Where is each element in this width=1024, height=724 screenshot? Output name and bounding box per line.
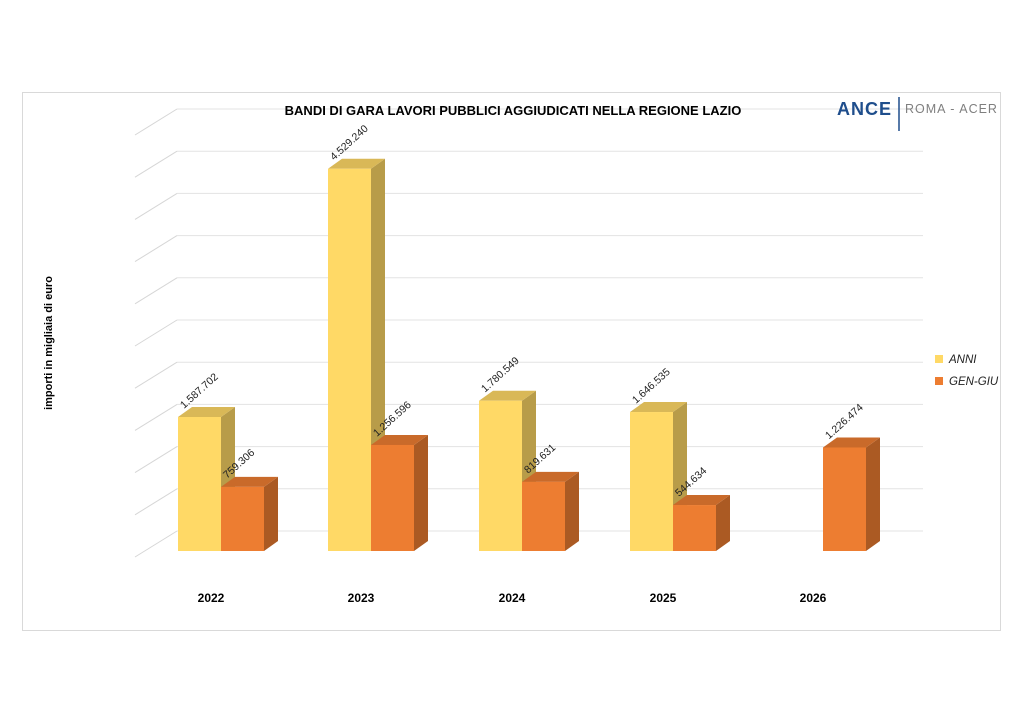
y-axis-label: importi in migliaia di euro bbox=[43, 276, 55, 410]
bar-top bbox=[673, 495, 730, 506]
gridlines bbox=[134, 108, 923, 558]
bar-side bbox=[414, 434, 428, 551]
legend: ANNI GEN-GIU bbox=[935, 354, 999, 388]
category-label-2025: 2025 bbox=[650, 591, 677, 605]
bar-front bbox=[221, 486, 264, 551]
bar-front bbox=[371, 444, 414, 551]
bar-front bbox=[630, 412, 673, 551]
gridline-depth bbox=[134, 150, 178, 178]
logo-roma-acer: ROMA - ACER bbox=[905, 102, 998, 116]
bar-top bbox=[221, 476, 278, 487]
bar-front bbox=[522, 481, 565, 551]
chart-frame: 1.587.702 759.306 4.529.240 1.256.596 1.780.… bbox=[22, 92, 1001, 631]
gridline-depth bbox=[134, 319, 178, 347]
category-label-2023: 2023 bbox=[348, 591, 375, 605]
bar-gen-giu-2024 bbox=[522, 471, 579, 551]
bar-gen-giu-2023 bbox=[371, 434, 428, 551]
bar-side bbox=[565, 471, 579, 551]
gridline-depth bbox=[134, 277, 178, 305]
bar-top bbox=[479, 390, 536, 401]
bar-side bbox=[264, 476, 278, 551]
bar-top bbox=[178, 406, 235, 417]
gridline-depth bbox=[134, 108, 178, 136]
data-label: 1.587.702 bbox=[178, 371, 221, 411]
gridline-depth bbox=[134, 403, 178, 431]
category-label-2024: 2024 bbox=[499, 591, 526, 605]
gridline-depth bbox=[134, 361, 178, 389]
gridline-depth bbox=[134, 446, 178, 474]
legend-label-anni: ANNI bbox=[948, 354, 977, 366]
bar-front bbox=[673, 505, 716, 551]
legend-swatch-anni bbox=[935, 355, 943, 363]
bar-side bbox=[716, 495, 730, 551]
logo: ANCE ROMA - ACER bbox=[837, 97, 998, 131]
category-labels: 2022 2023 2024 2025 2026 bbox=[198, 591, 827, 605]
gridline-depth bbox=[134, 235, 178, 263]
bar-side bbox=[866, 437, 880, 551]
data-label: 4.529.240 bbox=[328, 123, 371, 163]
bar-top bbox=[630, 402, 687, 413]
chart-title: BANDI DI GARA LAVORI PUBBLICI AGGIUDICAT… bbox=[285, 103, 742, 118]
bar-top bbox=[371, 434, 428, 445]
gridline-depth bbox=[134, 530, 178, 558]
bar-gen-giu-2022 bbox=[221, 476, 278, 551]
data-label: 1.646.535 bbox=[630, 366, 673, 406]
gridline-depth bbox=[134, 192, 178, 220]
bar-gen-giu-2025 bbox=[673, 495, 730, 551]
bar-gen-giu-2026 bbox=[823, 437, 880, 551]
category-label-2026: 2026 bbox=[800, 591, 827, 605]
legend-label-gen-giu: GEN-GIU bbox=[949, 376, 999, 388]
bar-top bbox=[328, 158, 385, 169]
bar-front bbox=[823, 447, 866, 551]
legend-swatch-gen-giu bbox=[935, 377, 943, 385]
bars bbox=[178, 158, 880, 551]
bar-front bbox=[479, 400, 522, 551]
bar-front bbox=[178, 416, 221, 551]
bar-top bbox=[823, 437, 880, 448]
gridline-depth bbox=[134, 488, 178, 516]
bar-top bbox=[522, 471, 579, 482]
category-label-2022: 2022 bbox=[198, 591, 225, 605]
logo-ance: ANCE bbox=[837, 99, 892, 119]
data-label: 1.226.474 bbox=[823, 401, 866, 441]
bar-front bbox=[328, 168, 371, 551]
chart: 1.587.702759.3064.529.2401.256.5961.780.… bbox=[43, 97, 999, 605]
data-label: 1.780.549 bbox=[479, 355, 522, 395]
